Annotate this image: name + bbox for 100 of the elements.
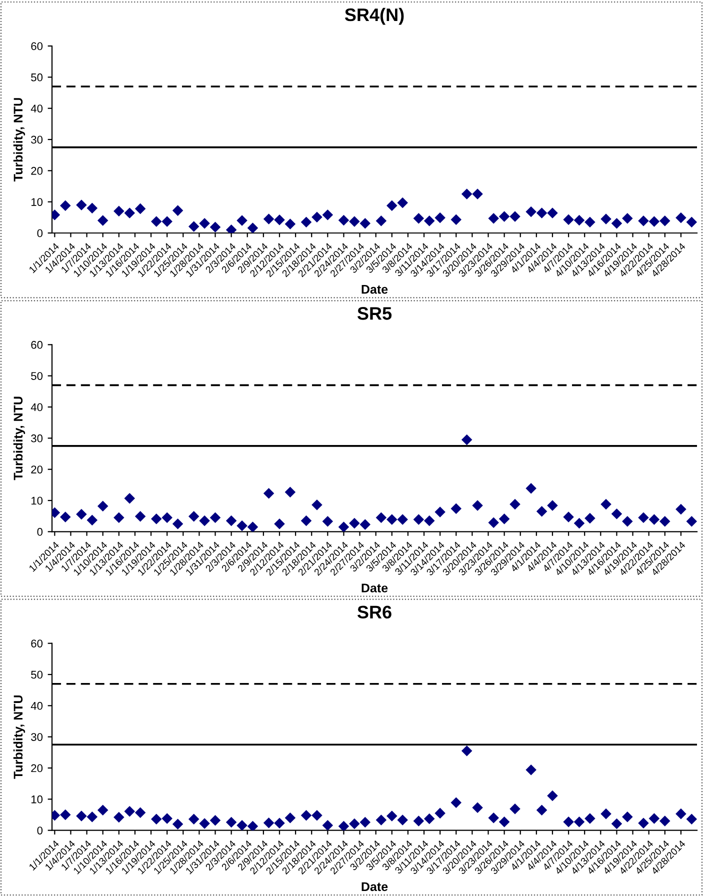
point — [536, 804, 548, 816]
point — [162, 512, 172, 524]
point — [263, 817, 274, 828]
point — [162, 813, 172, 824]
y-tick-label: 40 — [30, 403, 43, 412]
point — [376, 814, 387, 826]
y-tick-label: 30 — [31, 434, 43, 442]
point — [236, 215, 248, 226]
point — [210, 222, 221, 232]
point — [172, 205, 184, 216]
point — [349, 818, 360, 830]
point — [300, 515, 312, 526]
point — [151, 216, 162, 227]
point — [461, 434, 472, 446]
point — [600, 498, 612, 510]
point — [97, 804, 108, 816]
point — [124, 208, 135, 218]
point — [488, 212, 499, 224]
point — [547, 208, 558, 218]
y-axis-title: Turbidity, NTU — [13, 695, 26, 779]
point — [434, 212, 446, 224]
point — [563, 214, 574, 225]
point — [199, 218, 210, 229]
point — [547, 500, 558, 511]
point — [263, 488, 274, 499]
point — [386, 200, 398, 211]
point — [424, 215, 435, 226]
point — [638, 215, 649, 226]
y-tick-label: 10 — [31, 198, 43, 206]
y-tick-label: 50 — [31, 372, 43, 380]
point — [76, 200, 87, 210]
y-tick-label: 20 — [31, 764, 43, 772]
point — [413, 212, 424, 224]
point — [86, 514, 98, 526]
point — [199, 818, 210, 829]
y-tick-label: 0 — [37, 229, 43, 238]
chart-title: SR6 — [357, 606, 392, 619]
point — [114, 812, 124, 823]
point — [536, 506, 548, 517]
y-tick-label: 50 — [31, 670, 43, 679]
point — [226, 515, 237, 526]
point — [274, 518, 285, 530]
point — [134, 511, 146, 522]
point — [472, 500, 483, 511]
point — [397, 197, 408, 208]
point — [247, 222, 258, 233]
point — [151, 814, 162, 824]
point — [360, 519, 371, 530]
y-tick-label: 60 — [31, 640, 43, 648]
point — [60, 512, 71, 522]
point — [622, 516, 633, 527]
point — [397, 514, 408, 525]
point — [312, 810, 322, 821]
point — [648, 514, 660, 525]
point — [584, 512, 596, 524]
point — [526, 764, 536, 776]
point — [134, 807, 146, 818]
x-axis-title: Date — [362, 882, 388, 892]
x-axis-title: Date — [362, 584, 388, 592]
chart-title: SR4(N) — [344, 8, 404, 25]
point — [498, 816, 510, 828]
point — [424, 813, 435, 824]
point — [188, 221, 200, 232]
point — [124, 806, 135, 817]
point — [386, 810, 398, 822]
point — [498, 211, 510, 222]
point — [424, 515, 435, 526]
point — [536, 208, 548, 218]
point — [76, 810, 87, 822]
point — [461, 188, 472, 200]
point — [338, 214, 350, 226]
point — [76, 508, 87, 520]
point — [386, 514, 398, 525]
point — [210, 512, 221, 524]
point — [600, 214, 612, 224]
point — [114, 512, 124, 524]
point — [210, 814, 221, 826]
point — [472, 802, 483, 813]
y-axis-title: Turbidity, NTU — [13, 98, 26, 182]
point — [434, 506, 446, 518]
y-tick-label: 40 — [30, 104, 43, 112]
point — [676, 504, 686, 515]
point — [349, 518, 360, 529]
point — [322, 820, 334, 830]
point — [236, 520, 248, 532]
point — [322, 210, 334, 220]
point — [648, 216, 660, 227]
point — [622, 212, 633, 224]
point — [124, 492, 135, 504]
point — [584, 813, 596, 824]
point — [676, 808, 686, 820]
y-tick-label: 0 — [37, 826, 43, 834]
point — [510, 211, 520, 222]
point — [498, 514, 510, 524]
point — [97, 500, 108, 512]
point — [526, 206, 536, 218]
point — [162, 216, 172, 227]
point — [434, 808, 446, 819]
y-tick-label: 20 — [31, 466, 43, 474]
point — [284, 812, 296, 824]
